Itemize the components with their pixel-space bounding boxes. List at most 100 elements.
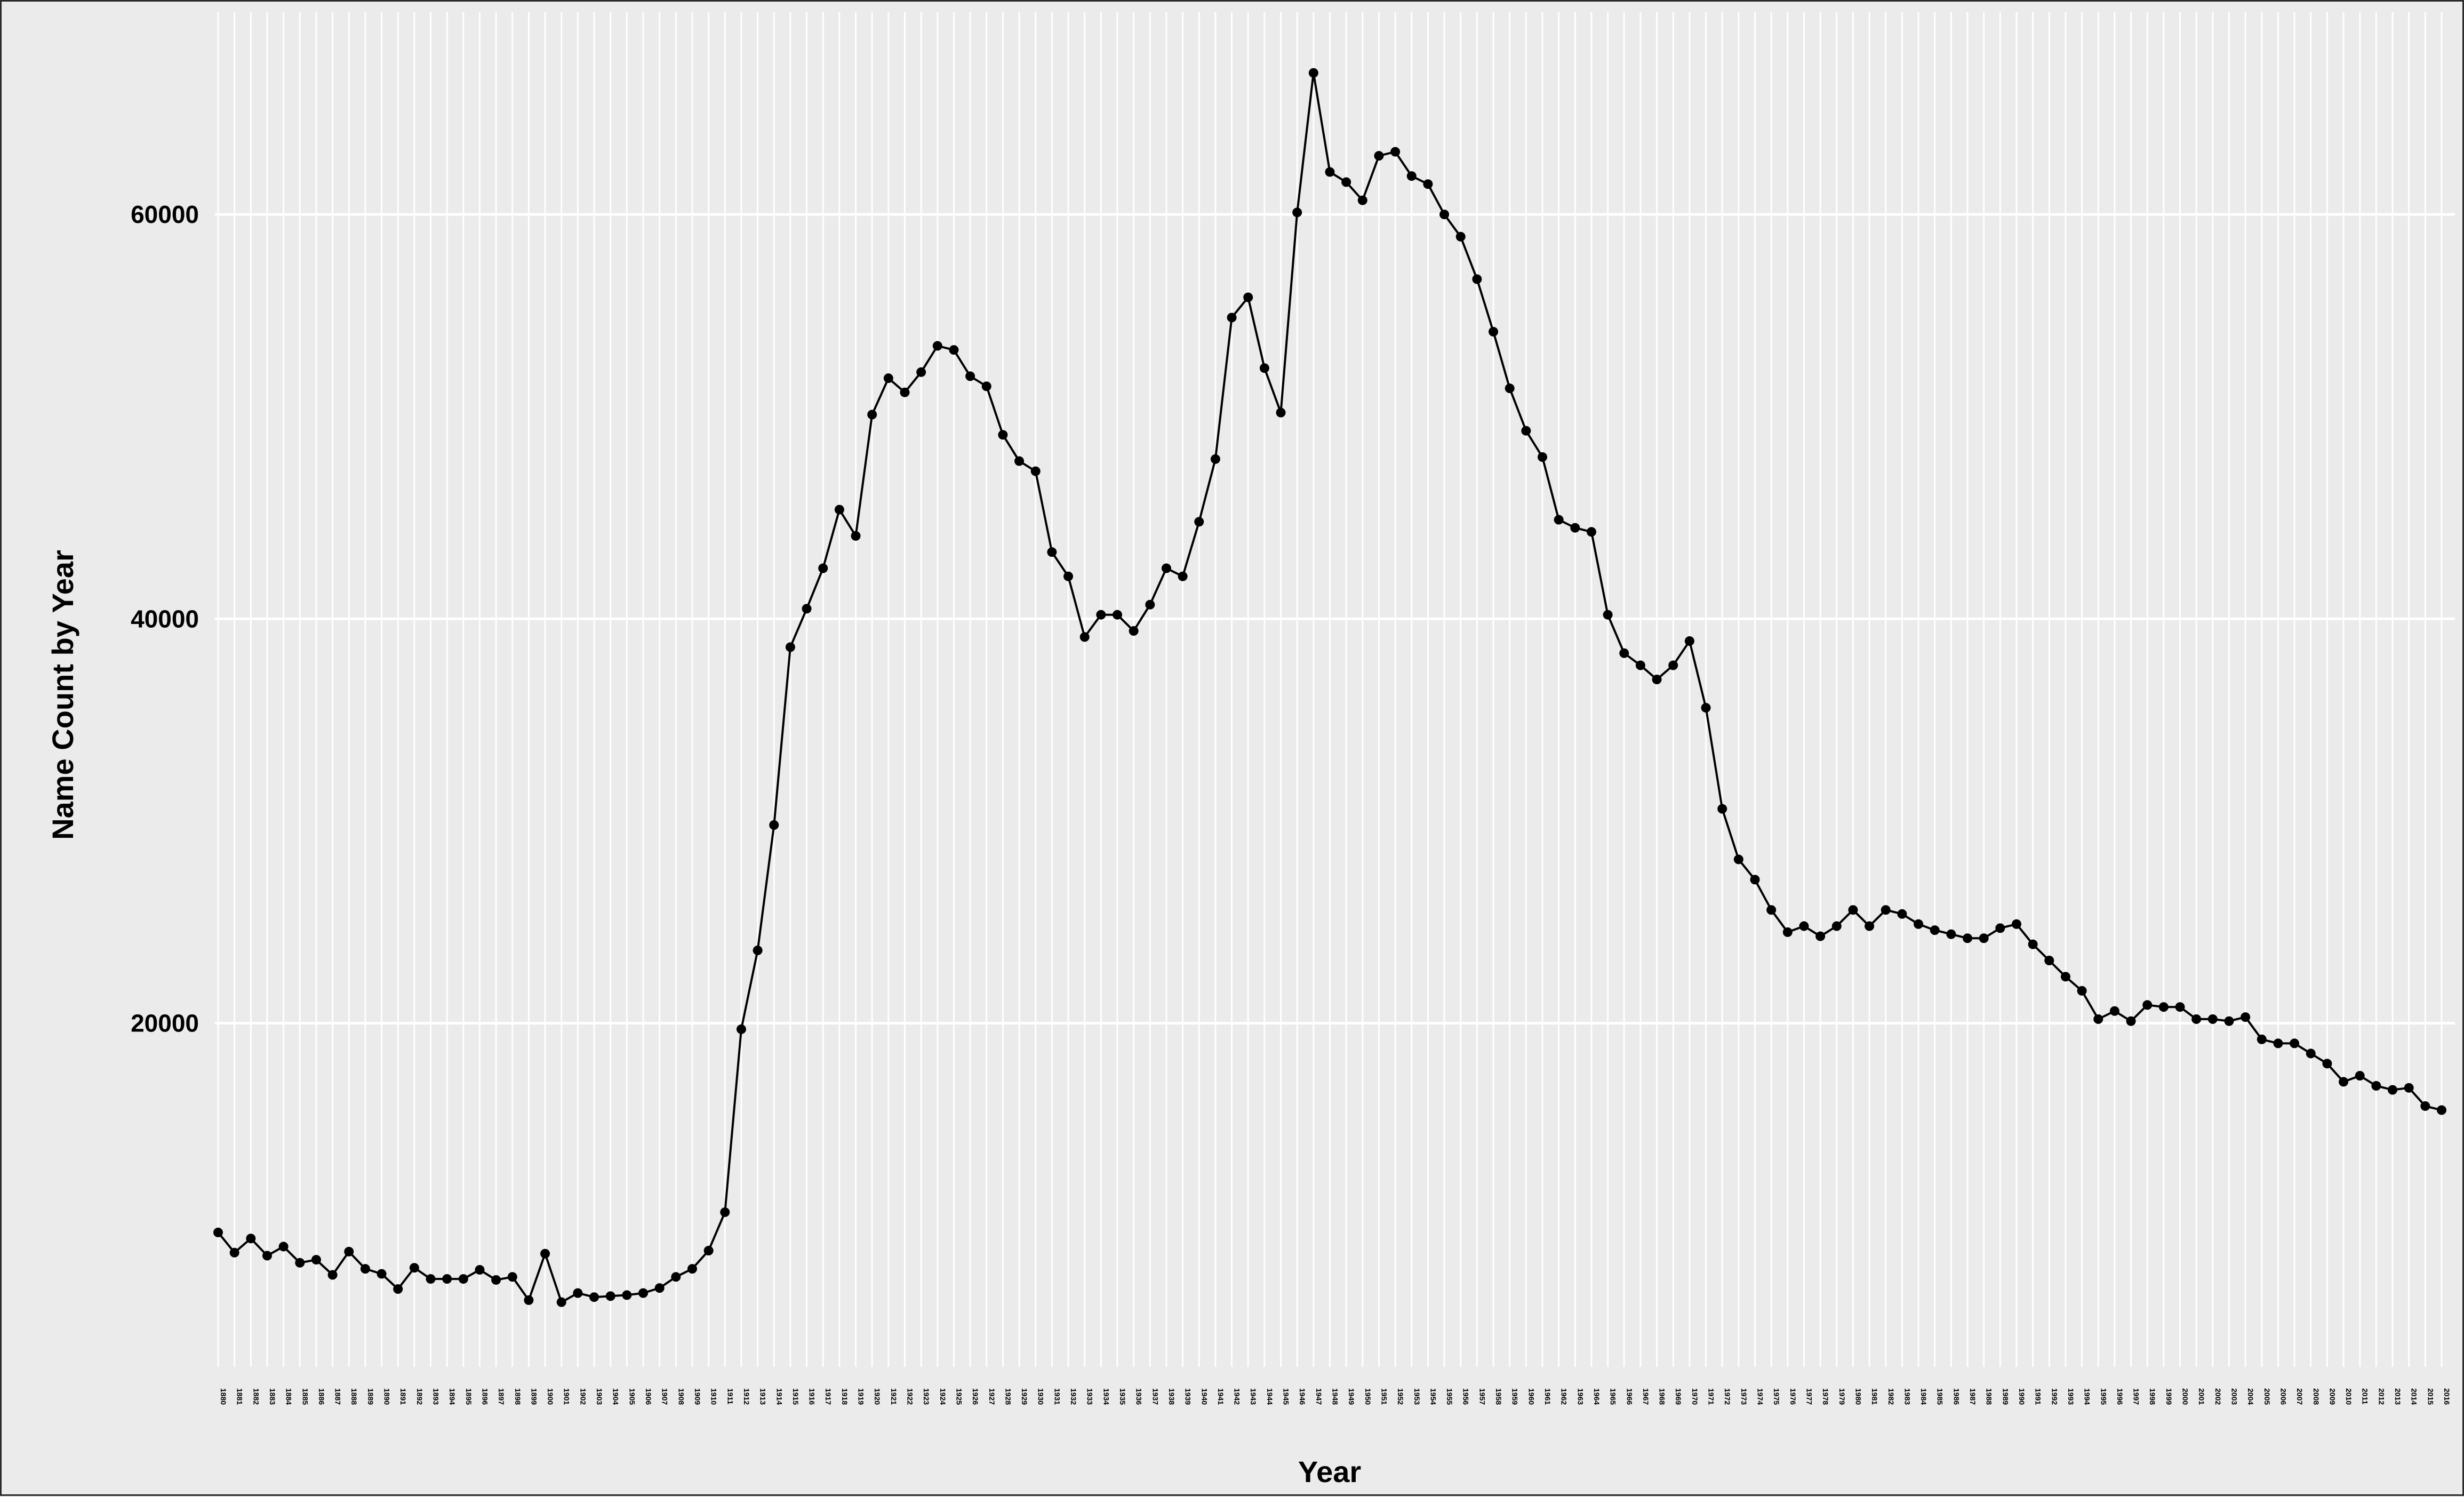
x-tick-label: 1940 — [1200, 1388, 1209, 1405]
x-tick-label: 1915 — [791, 1388, 800, 1405]
x-tick-label: 1982 — [1887, 1388, 1895, 1405]
x-tick-label: 1890 — [383, 1388, 391, 1405]
data-point — [638, 1288, 649, 1298]
data-point — [1047, 547, 1057, 557]
x-tick-label: 1914 — [775, 1388, 783, 1405]
x-tick-label: 2006 — [2279, 1388, 2287, 1405]
x-tick-label: 1918 — [841, 1388, 849, 1405]
data-point — [246, 1234, 256, 1244]
x-tick-label: 1967 — [1642, 1388, 1650, 1405]
x-tick-label: 1983 — [1903, 1388, 1911, 1405]
data-point — [1276, 407, 1286, 418]
x-tick-label: 1909 — [693, 1388, 702, 1405]
x-tick-label: 1991 — [2034, 1388, 2043, 1405]
data-point — [2060, 972, 2070, 982]
data-point — [1439, 210, 1450, 220]
data-point — [507, 1272, 517, 1282]
data-point — [1390, 147, 1401, 157]
data-point — [2191, 1014, 2202, 1024]
x-tick-label: 1972 — [1723, 1388, 1732, 1405]
x-tick-label: 1941 — [1217, 1388, 1225, 1405]
x-tick-label: 1999 — [2165, 1388, 2173, 1405]
x-tick-label: 1970 — [1691, 1388, 1699, 1405]
x-tick-label: 1997 — [2132, 1388, 2141, 1405]
x-tick-label: 1927 — [988, 1388, 996, 1405]
x-tick-label: 1934 — [1102, 1388, 1110, 1405]
data-point — [1554, 515, 1564, 525]
x-tick-label: 1996 — [2116, 1388, 2124, 1405]
x-tick-label: 1904 — [612, 1388, 620, 1405]
x-tick-label: 2011 — [2361, 1388, 2370, 1405]
x-tick-label: 1889 — [366, 1388, 375, 1405]
data-point — [295, 1258, 305, 1268]
x-tick-label: 1928 — [1004, 1388, 1012, 1405]
x-tick-label: 1981 — [1870, 1388, 1879, 1405]
data-point — [2322, 1059, 2332, 1069]
data-point — [1930, 925, 1940, 935]
data-point — [1521, 426, 1531, 436]
data-point — [2109, 1006, 2119, 1016]
data-point — [1489, 326, 1499, 337]
data-point — [1635, 660, 1645, 670]
data-point — [981, 381, 991, 391]
x-tick-label: 1917 — [824, 1388, 833, 1405]
grid-layer — [215, 12, 2455, 1367]
x-tick-label: 1893 — [432, 1388, 441, 1405]
data-point — [1030, 466, 1041, 476]
data-point — [1423, 179, 1433, 189]
data-point — [2207, 1014, 2218, 1024]
data-point — [1799, 921, 1809, 931]
x-tick-label: 2007 — [2295, 1388, 2304, 1405]
data-point — [491, 1275, 501, 1285]
y-axis-ticks: 20000 40000 60000 — [131, 201, 199, 1037]
y-tick-label: 40000 — [131, 605, 199, 633]
x-tick-label: 1913 — [759, 1388, 767, 1405]
data-point — [377, 1269, 387, 1279]
data-point — [442, 1274, 452, 1284]
data-point — [2044, 956, 2054, 965]
x-tick-label: 1994 — [2083, 1388, 2092, 1405]
data-point — [1259, 363, 1269, 373]
data-point — [802, 604, 812, 614]
x-tick-label: 1966 — [1625, 1388, 1634, 1405]
data-point — [524, 1295, 534, 1305]
x-tick-label: 1978 — [1821, 1388, 1830, 1405]
data-point — [932, 341, 942, 351]
x-tick-label: 1910 — [710, 1388, 718, 1405]
data-point — [1782, 927, 1793, 937]
x-tick-label: 1945 — [1282, 1388, 1291, 1405]
x-tick-label: 1933 — [1086, 1388, 1094, 1405]
x-tick-label: 1925 — [955, 1388, 963, 1405]
x-tick-label: 1894 — [448, 1388, 457, 1405]
x-tick-label: 1906 — [644, 1388, 653, 1405]
data-point — [2142, 1000, 2153, 1010]
x-tick-label: 1957 — [1478, 1388, 1486, 1405]
x-tick-label: 2013 — [2394, 1388, 2402, 1405]
data-point — [1325, 167, 1335, 177]
x-tick-label: 1986 — [1952, 1388, 1961, 1405]
data-point — [1308, 68, 1318, 78]
data-point — [589, 1292, 599, 1302]
data-point — [1865, 921, 1875, 931]
x-tick-label: 1937 — [1151, 1388, 1159, 1405]
x-tick-label: 1939 — [1184, 1388, 1193, 1405]
data-point — [916, 367, 926, 377]
x-tick-label: 1882 — [252, 1388, 260, 1405]
x-tick-label: 1974 — [1756, 1388, 1765, 1405]
data-point — [834, 505, 844, 515]
x-tick-label: 1930 — [1037, 1388, 1045, 1405]
x-tick-label: 1943 — [1249, 1388, 1258, 1405]
x-tick-label: 1961 — [1543, 1388, 1552, 1405]
x-tick-label: 1976 — [1789, 1388, 1797, 1405]
data-point — [2126, 1016, 2136, 1026]
data-point — [703, 1246, 714, 1256]
data-point — [1668, 660, 1678, 670]
x-tick-label: 1938 — [1167, 1388, 1176, 1405]
data-point — [2339, 1077, 2349, 1087]
series-name-count — [213, 68, 2446, 1307]
data-point — [1014, 456, 1025, 466]
x-tick-label: 2001 — [2197, 1388, 2206, 1405]
x-tick-label: 2005 — [2263, 1388, 2271, 1405]
x-tick-label: 1944 — [1266, 1388, 1274, 1405]
x-tick-label: 1975 — [1772, 1388, 1781, 1405]
